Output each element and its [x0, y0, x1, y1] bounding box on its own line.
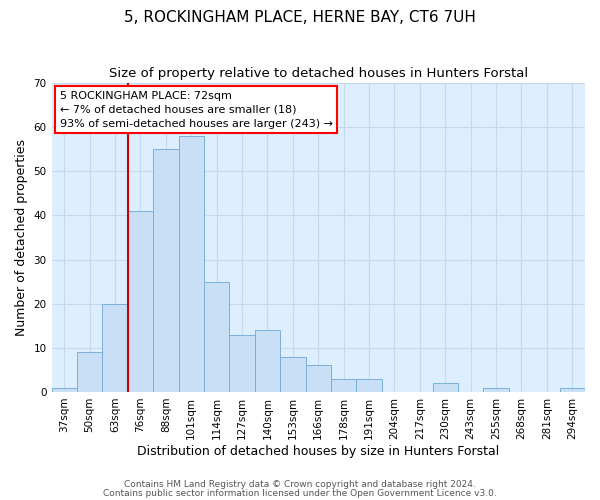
Bar [305, 366, 331, 392]
Text: 5 ROCKINGHAM PLACE: 72sqm
← 7% of detached houses are smaller (18)
93% of semi-d: 5 ROCKINGHAM PLACE: 72sqm ← 7% of detach… [59, 91, 332, 129]
Bar [52, 388, 77, 392]
Bar [77, 352, 103, 392]
Bar [128, 211, 153, 392]
Bar [280, 356, 305, 392]
Text: Contains public sector information licensed under the Open Government Licence v3: Contains public sector information licen… [103, 488, 497, 498]
Bar [356, 378, 382, 392]
Bar [255, 330, 280, 392]
Bar [229, 334, 255, 392]
Y-axis label: Number of detached properties: Number of detached properties [15, 139, 28, 336]
Bar [153, 149, 179, 392]
Title: Size of property relative to detached houses in Hunters Forstal: Size of property relative to detached ho… [109, 68, 528, 80]
Bar [560, 388, 585, 392]
Bar [103, 304, 128, 392]
Bar [433, 383, 458, 392]
Bar [484, 388, 509, 392]
X-axis label: Distribution of detached houses by size in Hunters Forstal: Distribution of detached houses by size … [137, 444, 499, 458]
Bar [331, 378, 356, 392]
Text: 5, ROCKINGHAM PLACE, HERNE BAY, CT6 7UH: 5, ROCKINGHAM PLACE, HERNE BAY, CT6 7UH [124, 10, 476, 25]
Text: Contains HM Land Registry data © Crown copyright and database right 2024.: Contains HM Land Registry data © Crown c… [124, 480, 476, 489]
Bar [204, 282, 229, 392]
Bar [179, 136, 204, 392]
